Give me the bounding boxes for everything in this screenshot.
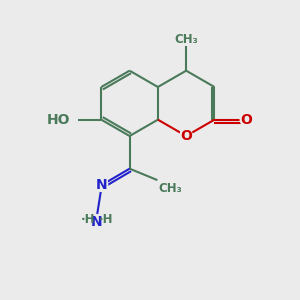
Text: N: N — [96, 178, 108, 192]
Circle shape — [180, 130, 193, 142]
Text: O: O — [180, 129, 192, 143]
Text: N: N — [91, 215, 103, 229]
Text: CH₃: CH₃ — [159, 182, 183, 195]
Circle shape — [90, 214, 104, 229]
Text: ·H: ·H — [99, 213, 113, 226]
Text: O: O — [241, 113, 253, 127]
Circle shape — [96, 179, 108, 191]
Text: ·H: ·H — [80, 213, 95, 226]
Text: HO: HO — [47, 113, 70, 127]
Text: CH₃: CH₃ — [174, 33, 198, 46]
Circle shape — [240, 113, 253, 126]
